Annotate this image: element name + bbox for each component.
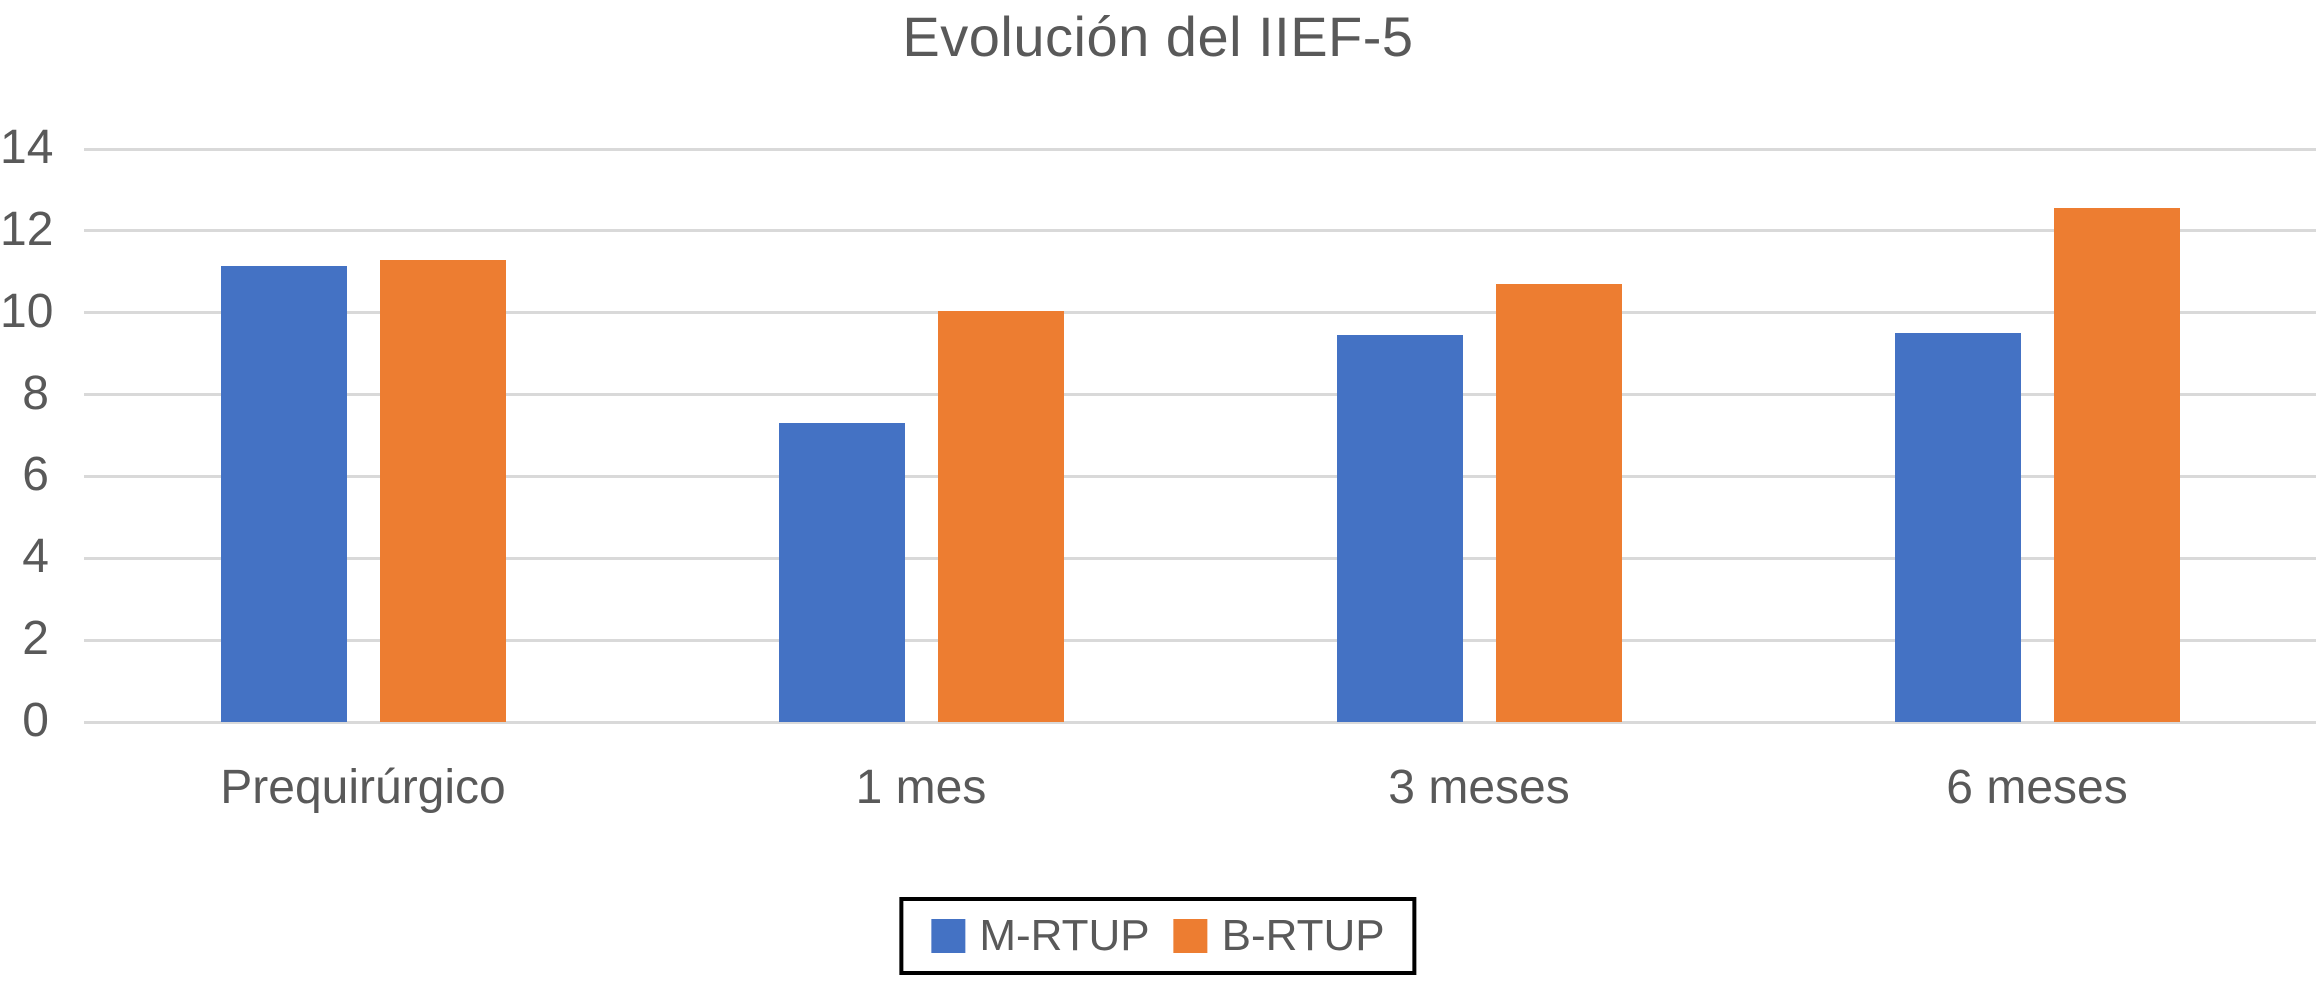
y-tick-label-10: 10 (0, 284, 54, 338)
y-tick-label-14: 14 (0, 121, 54, 174)
y-tick-label-2: 2 (22, 612, 49, 666)
gridline-y-12 (84, 229, 2316, 233)
x-category-label-4: 6 meses (1946, 761, 2128, 814)
x-category-label-1: Prequirúrgico (220, 761, 506, 814)
bar-m-rtup-category-1 (220, 265, 347, 722)
y-tick-label-8: 8 (22, 366, 49, 420)
x-category-label-3: 3 meses (1388, 761, 1570, 814)
legend-label-b-rtup: B-RTUP (1221, 911, 1385, 960)
legend: M-RTUP B-RTUP (899, 897, 1417, 975)
gridline-y-6 (84, 474, 2316, 478)
gridline-y-10 (84, 311, 2316, 315)
x-category-label-2: 1 mes (855, 761, 987, 814)
legend-swatch-b-rtup (1173, 919, 1208, 953)
bar-b-rtup-category-2 (937, 310, 1064, 722)
y-tick-label-12: 12 (0, 202, 54, 256)
legend-swatch-m-rtup (931, 919, 966, 953)
gridline-y-8 (84, 393, 2316, 397)
bar-m-rtup-category-4 (1894, 333, 2021, 722)
y-tick-label-6: 6 (22, 448, 49, 502)
gridline-y-2 (84, 638, 2316, 642)
bar-b-rtup-category-1 (379, 259, 506, 722)
legend-item-b-rtup: B-RTUP (1173, 911, 1385, 961)
y-tick-label-4: 4 (22, 530, 49, 584)
bar-b-rtup-category-4 (2053, 208, 2180, 722)
gridline-y-14 (84, 147, 2316, 151)
gridline-y-4 (84, 556, 2316, 560)
bar-m-rtup-category-2 (778, 423, 905, 722)
y-tick-label-0: 0 (22, 694, 49, 747)
legend-item-m-rtup: M-RTUP (931, 911, 1150, 961)
gridline-y-0 (84, 720, 2316, 724)
chart-title: Evolución del IIEF-5 (902, 5, 1414, 68)
legend-label-m-rtup: M-RTUP (979, 911, 1150, 960)
bar-b-rtup-category-3 (1495, 284, 1622, 722)
bar-m-rtup-category-3 (1336, 335, 1463, 722)
